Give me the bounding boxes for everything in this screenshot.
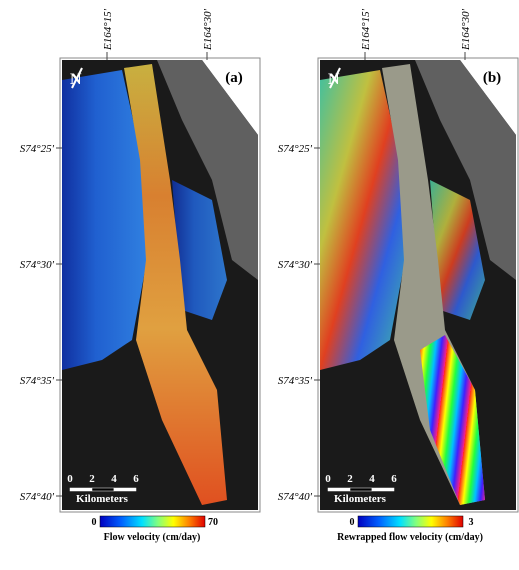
scale-tick-label: 4 xyxy=(369,473,375,485)
colorbar xyxy=(100,516,205,527)
map-panel: S74°25′ S74°30′ S74°35′ S74°40′ E164°15′ E164… xyxy=(278,8,518,543)
latitude-label: S74°35′ xyxy=(278,375,313,387)
colorbar xyxy=(358,516,463,527)
scale-tick-label: 0 xyxy=(325,473,331,485)
scale-tick-label: 0 xyxy=(67,473,73,485)
figure: S74°25′ S74°30′ S74°35′ S74°40′ E164°15′ E164… xyxy=(0,0,519,570)
colorbar-max: 70 xyxy=(208,517,218,528)
scale-segment xyxy=(92,488,114,491)
panel-label: (a) xyxy=(225,70,243,86)
scale-segment xyxy=(372,488,394,491)
scale-segment xyxy=(328,488,350,491)
colorbar-min: 0 xyxy=(92,517,97,528)
colorbar-title: Flow velocity (cm/day) xyxy=(104,532,201,543)
scale-tick-label: 4 xyxy=(111,473,117,485)
latitude-label: S74°30′ xyxy=(20,259,55,271)
scale-segment xyxy=(350,488,372,491)
latitude-label: S74°35′ xyxy=(20,375,55,387)
map-panel: S74°25′ S74°30′ S74°35′ S74°40′ E164°15′ E164… xyxy=(20,8,260,543)
latitude-label: S74°40′ xyxy=(20,491,55,503)
colorbar-title: Rewrapped flow velocity (cm/day) xyxy=(337,532,483,543)
longitude-label: E164°15′ xyxy=(360,8,372,51)
latitude-label: S74°40′ xyxy=(278,491,313,503)
scale-tick-label: 6 xyxy=(133,473,139,485)
latitude-label: S74°25′ xyxy=(20,143,55,155)
scale-segment xyxy=(70,488,92,491)
longitude-label: E164°30′ xyxy=(202,8,214,51)
scale-segment xyxy=(114,488,136,491)
longitude-label: E164°15′ xyxy=(102,8,114,51)
scale-tick-label: 2 xyxy=(347,473,353,485)
scale-unit: Kilometers xyxy=(334,493,387,505)
longitude-label: E164°30′ xyxy=(460,8,472,51)
latitude-label: S74°25′ xyxy=(278,143,313,155)
colorbar-min: 0 xyxy=(350,517,355,528)
scale-tick-label: 2 xyxy=(89,473,95,485)
scale-tick-label: 6 xyxy=(391,473,397,485)
scale-unit: Kilometers xyxy=(76,493,129,505)
latitude-label: S74°30′ xyxy=(278,259,313,271)
colorbar-max: 3 xyxy=(469,517,474,528)
panel-label: (b) xyxy=(483,70,501,86)
